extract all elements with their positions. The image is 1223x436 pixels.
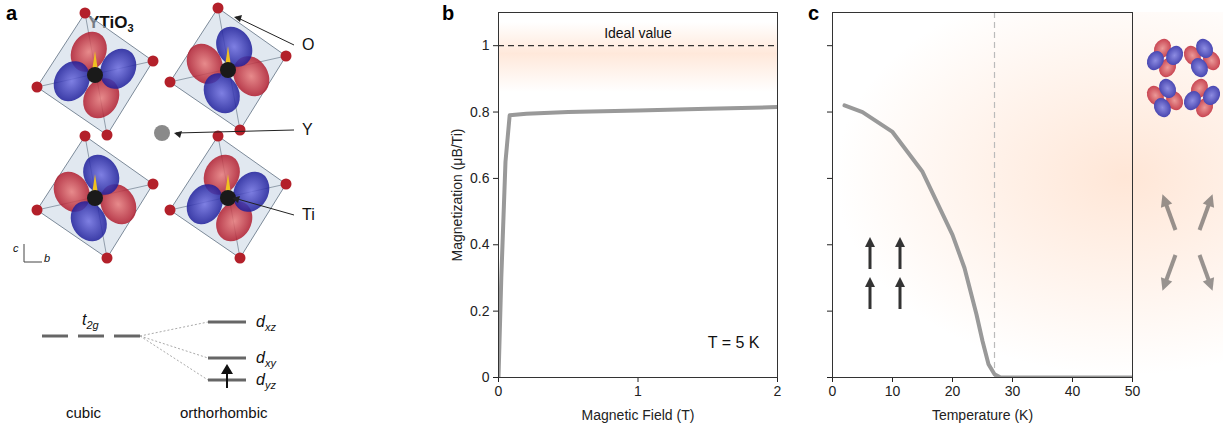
svg-text:2: 2 <box>774 383 782 399</box>
svg-text:Ideal value: Ideal value <box>604 25 672 41</box>
svg-text:dxz: dxz <box>256 313 276 333</box>
svg-text:Ti: Ti <box>302 206 315 223</box>
svg-text:cubic: cubic <box>66 404 102 421</box>
svg-text:1: 1 <box>482 37 490 53</box>
svg-text:c: c <box>13 242 19 254</box>
svg-text:0.2: 0.2 <box>470 303 490 319</box>
svg-text:0: 0 <box>829 383 837 399</box>
svg-text:50: 50 <box>1125 383 1141 399</box>
svg-text:Magnetic Field (T): Magnetic Field (T) <box>582 407 695 423</box>
html-text:b: b <box>442 2 455 24</box>
svg-text:1: 1 <box>634 383 642 399</box>
svg-text:0.8: 0.8 <box>470 104 490 120</box>
svg-text:0.6: 0.6 <box>470 170 490 186</box>
svg-text:0.4: 0.4 <box>470 236 490 252</box>
svg-text:b: b <box>44 252 50 264</box>
svg-text:t2g: t2g <box>82 311 100 331</box>
html-text:a: a <box>6 2 18 24</box>
svg-text:dyz: dyz <box>256 371 276 391</box>
svg-text:0: 0 <box>482 369 490 385</box>
svg-text:20: 20 <box>945 383 961 399</box>
html-text:c: c <box>808 2 820 24</box>
svg-text:YTiO3: YTiO3 <box>88 13 134 34</box>
svg-text:30: 30 <box>1005 383 1021 399</box>
svg-text:Magnetization (μB/Ti): Magnetization (μB/Ti) <box>449 129 465 262</box>
svg-text:40: 40 <box>1065 383 1081 399</box>
svg-text:10: 10 <box>885 383 901 399</box>
svg-text:dxy: dxy <box>256 349 277 369</box>
svg-text:0: 0 <box>495 383 503 399</box>
svg-text:T = 5 K: T = 5 K <box>708 334 760 351</box>
svg-text:O: O <box>302 36 314 53</box>
svg-text:orthorhombic: orthorhombic <box>180 404 268 421</box>
svg-text:Temperature (K): Temperature (K) <box>932 407 1033 423</box>
svg-text:Y: Y <box>302 121 313 138</box>
